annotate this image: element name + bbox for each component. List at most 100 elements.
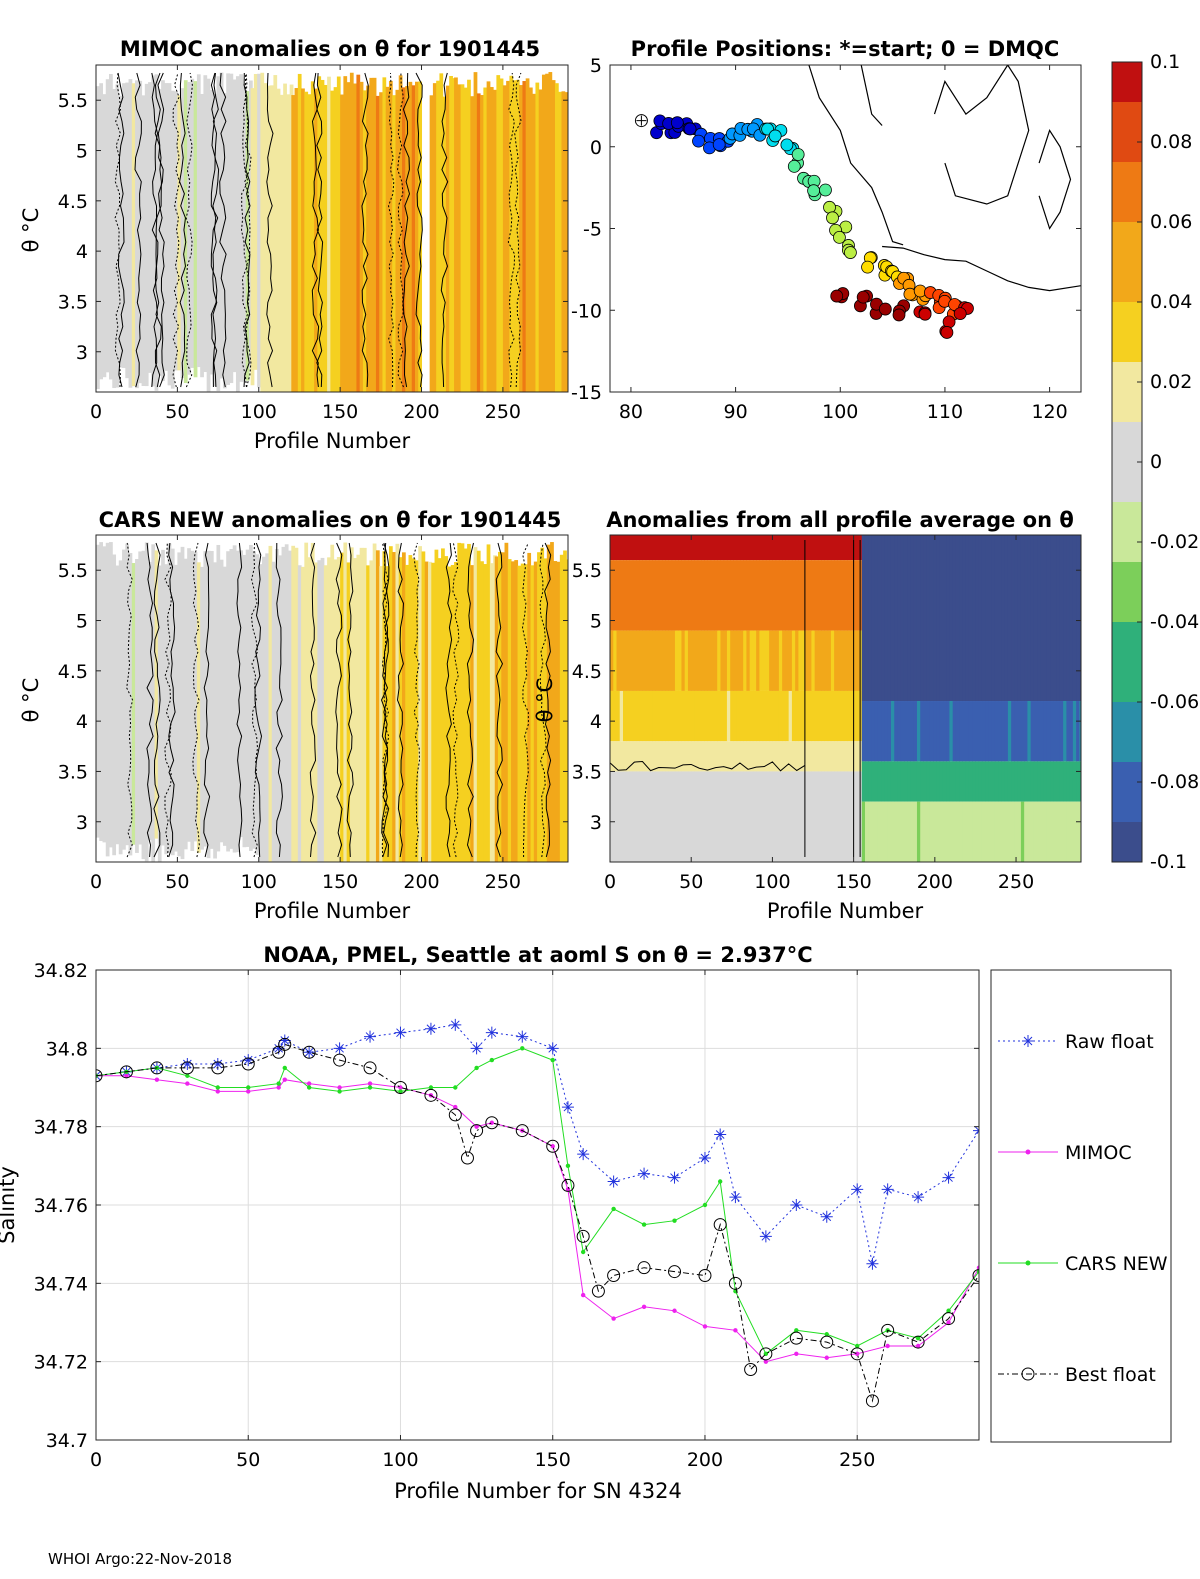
heatmap-cell <box>216 544 221 852</box>
y-tick-label: 34.78 <box>34 1117 88 1139</box>
contour-line <box>311 72 320 388</box>
heatmap-cell <box>1027 761 1032 802</box>
heatmap-cell <box>890 801 895 862</box>
heatmap-cell <box>489 87 494 392</box>
coastline <box>933 65 1030 205</box>
colorbar-step <box>1112 762 1142 783</box>
heatmap-cell <box>830 690 835 742</box>
heatmap-cell <box>769 690 773 742</box>
heatmap-cell <box>843 630 848 691</box>
heatmap-cell <box>874 701 879 762</box>
heatmap-cell <box>850 535 855 561</box>
heatmap-cell <box>834 630 838 691</box>
heatmap-cell <box>853 690 858 742</box>
heatmap-cell <box>965 801 970 862</box>
heatmap-cell <box>788 690 793 742</box>
legend-marker <box>1025 1149 1031 1155</box>
heatmap-cell <box>710 630 715 691</box>
heatmap-cell <box>962 701 967 762</box>
x-tick-label: 100 <box>241 871 277 893</box>
series-point <box>546 1042 559 1055</box>
series-point <box>215 1089 220 1094</box>
heatmap-cell <box>553 561 558 862</box>
heatmap-cell <box>655 741 660 772</box>
y-tick-label: 5 <box>590 611 602 633</box>
series-point <box>449 1018 462 1031</box>
heatmap-cell <box>991 801 996 862</box>
heatmap-cell <box>830 535 835 561</box>
heatmap-cell <box>952 761 957 802</box>
heatmap-cell <box>817 771 822 862</box>
heatmap-cell <box>610 771 614 862</box>
heatmap-cell <box>890 535 895 702</box>
heatmap-cell <box>936 535 941 702</box>
heatmap-cell <box>981 761 986 802</box>
x-tick-label: 100 <box>822 401 858 423</box>
colorbar-step <box>1112 242 1142 263</box>
heatmap-cell <box>837 771 842 862</box>
series-point <box>550 1144 555 1149</box>
contour-line <box>380 542 389 858</box>
heatmap-cell <box>933 701 937 762</box>
series-point <box>668 1265 682 1279</box>
heatmap-cell <box>853 535 858 561</box>
profile-position-marker <box>692 134 705 148</box>
contour-line <box>243 72 251 388</box>
heatmap-cell <box>141 95 146 386</box>
heatmap-cell <box>1059 535 1064 702</box>
heatmap-cell <box>700 771 705 862</box>
x-tick-label: 150 <box>322 401 358 423</box>
heatmap-cell <box>884 761 889 802</box>
heatmap-cell <box>998 761 1002 802</box>
heatmap-cell <box>795 690 799 742</box>
heatmap-cell <box>499 78 504 392</box>
heatmap-cell <box>222 93 227 389</box>
heatmap-cell <box>327 76 331 392</box>
salinity-ylabel: Salinity <box>0 1166 19 1244</box>
heatmap-cell <box>707 771 712 862</box>
heatmap-cell <box>743 560 747 631</box>
heatmap-cell <box>200 566 204 850</box>
heatmap-cell <box>671 535 676 561</box>
series-point <box>453 1085 458 1090</box>
heatmap-cell <box>834 771 838 862</box>
heatmap-cell <box>1004 535 1009 702</box>
heatmap-cell <box>713 560 718 631</box>
series-point <box>911 1335 925 1349</box>
contour-line <box>134 72 142 388</box>
heatmap-cell <box>463 548 468 862</box>
heatmap-cell <box>723 771 728 862</box>
heatmap-cell <box>235 550 240 853</box>
heatmap-cell <box>209 550 214 849</box>
heatmap-cell <box>648 690 653 742</box>
heatmap-cell <box>713 690 718 742</box>
heatmap-cell <box>881 701 885 762</box>
contour-line <box>185 72 193 388</box>
heatmap-cell <box>661 741 666 772</box>
heatmap-cell <box>746 771 751 862</box>
heatmap-cell <box>894 535 898 702</box>
heatmap-cell <box>730 771 734 862</box>
heatmap-cell <box>668 560 673 631</box>
heatmap-cell <box>821 630 825 691</box>
heatmap-cell <box>545 73 549 392</box>
series-point <box>946 1320 951 1325</box>
heatmap-cell <box>190 78 195 368</box>
colorbar-step <box>1112 402 1142 423</box>
heatmap-cell <box>196 562 201 853</box>
colorbar-tick-label: 0.04 <box>1150 291 1192 313</box>
series-point <box>611 1316 616 1321</box>
heatmap-cell <box>884 801 889 862</box>
heatmap-cell <box>658 535 663 561</box>
heatmap-cell <box>460 543 465 862</box>
series-point <box>211 1061 225 1075</box>
heatmap-cell <box>512 80 517 392</box>
heatmap-cell <box>307 557 312 862</box>
heatmap-cell <box>972 701 976 762</box>
heatmap-cell <box>454 562 458 862</box>
heatmap-cell <box>629 535 634 561</box>
heatmap-cell <box>694 771 699 862</box>
cars-axes-frame <box>95 534 569 863</box>
heatmap-cell <box>359 81 364 392</box>
heatmap-cell <box>327 557 331 862</box>
